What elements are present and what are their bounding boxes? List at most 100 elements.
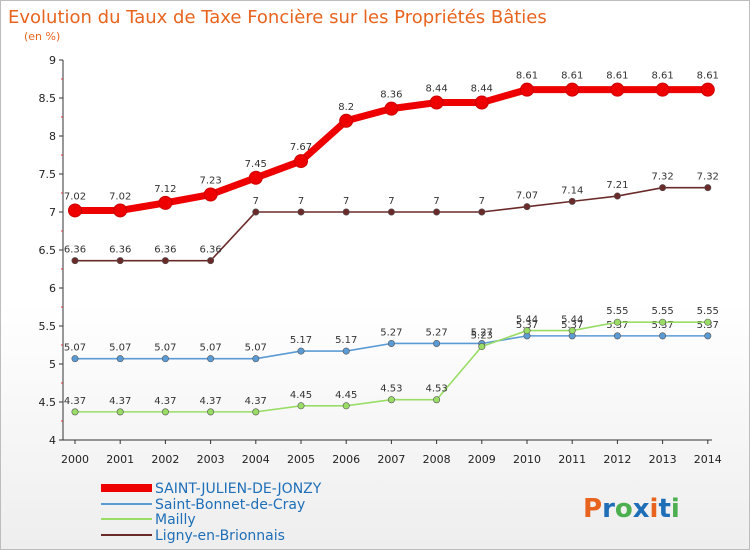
data-point bbox=[203, 187, 218, 202]
series-layer: 6.36 6.36 6.36 6.367 7 7 7 7 7 7.07 7.14 7.217.32 7.… bbox=[64, 71, 719, 416]
data-label: 5.17 bbox=[335, 335, 357, 346]
data-label: 8.44 bbox=[425, 84, 447, 95]
data-label: 6.36 bbox=[64, 245, 86, 256]
y-tick-label: 4 bbox=[49, 434, 56, 447]
data-label: 5.27 bbox=[425, 327, 447, 338]
data-label: 7.07 bbox=[516, 191, 538, 202]
logo-letter: x bbox=[633, 494, 650, 524]
data-label: 7.14 bbox=[561, 185, 583, 196]
data-label: 6.36 bbox=[154, 245, 176, 256]
legend-label: SAINT-JULIEN-DE-JONZY bbox=[155, 481, 322, 497]
y-tick-label: 9 bbox=[49, 54, 56, 67]
data-label: 7 bbox=[479, 196, 485, 207]
data-point bbox=[252, 208, 260, 216]
data-point bbox=[700, 82, 715, 97]
data-label: 4.45 bbox=[290, 390, 312, 401]
series-saint-julien-de-jonzy: 7.02 7.02 7.12 7.23 7.45 7.67 8.2 8.36 8.44 8.44 8… bbox=[64, 71, 719, 218]
data-point bbox=[339, 113, 354, 128]
legend: SAINT-JULIEN-DE-JONZYSaint-Bonnet-de-Cra… bbox=[101, 481, 322, 544]
data-point bbox=[387, 208, 395, 216]
logo-letter: o bbox=[615, 494, 633, 524]
data-label: 7.45 bbox=[245, 159, 267, 170]
data-point bbox=[613, 332, 621, 340]
data-label: 6.36 bbox=[109, 245, 131, 256]
logo-letter: i bbox=[650, 494, 659, 524]
y-tick-label: 4.5 bbox=[39, 396, 57, 409]
data-point bbox=[659, 318, 667, 326]
data-point bbox=[207, 257, 215, 265]
series-ligny-en-brionnais: 6.36 6.36 6.36 6.36 7 7 7 7 7 7 7.07 7.14 7.21 7.32 7.… bbox=[64, 172, 719, 265]
data-point bbox=[252, 355, 260, 363]
data-label: 7.02 bbox=[64, 191, 86, 202]
data-label: 5.23 bbox=[471, 331, 493, 342]
data-label: 5.27 bbox=[471, 327, 493, 338]
chart-title: Evolution du Taux de Taxe Foncière sur l… bbox=[8, 7, 547, 28]
y-tick-label: 7 bbox=[49, 206, 56, 219]
data-point bbox=[71, 257, 79, 265]
logo-letter: r bbox=[602, 494, 615, 524]
logo-letter: i bbox=[671, 494, 680, 524]
data-label: 5.07 bbox=[64, 343, 86, 354]
data-point bbox=[297, 208, 305, 216]
data-point bbox=[248, 170, 263, 185]
data-label: 7.67 bbox=[290, 142, 312, 153]
data-point bbox=[568, 197, 576, 205]
data-label: 8.44 bbox=[471, 84, 493, 95]
data-label: 5.07 bbox=[199, 343, 221, 354]
data-point bbox=[342, 208, 350, 216]
y-tick-label: 5.5 bbox=[39, 320, 57, 333]
data-point bbox=[474, 95, 489, 110]
data-label: 4.37 bbox=[64, 396, 86, 407]
data-point bbox=[704, 318, 712, 326]
x-tick-label: 2002 bbox=[151, 453, 179, 466]
data-point bbox=[294, 154, 308, 169]
y-tick-label: 5 bbox=[49, 358, 56, 371]
data-point bbox=[568, 327, 576, 335]
logo-letter: t bbox=[658, 494, 670, 524]
data-label: 4.53 bbox=[380, 384, 402, 395]
data-point bbox=[342, 402, 350, 410]
data-point bbox=[523, 203, 531, 211]
data-label: 5.07 bbox=[109, 343, 131, 354]
data-point bbox=[659, 332, 667, 340]
y-tick-label: 8.5 bbox=[39, 92, 57, 105]
data-label: 7 bbox=[253, 196, 259, 207]
data-label: 7.32 bbox=[651, 172, 673, 183]
data-label: 7 bbox=[388, 196, 394, 207]
data-point bbox=[704, 184, 712, 192]
data-point bbox=[207, 355, 215, 363]
data-label: 7 bbox=[433, 196, 439, 207]
data-label: 5.17 bbox=[290, 335, 312, 346]
x-tick-label: 2012 bbox=[603, 453, 631, 466]
data-label: 8.61 bbox=[516, 71, 538, 82]
x-tick-label: 2001 bbox=[106, 453, 134, 466]
data-label: 5.37 bbox=[516, 320, 538, 331]
x-tick-label: 2009 bbox=[468, 453, 496, 466]
y-tick-label: 8 bbox=[49, 130, 56, 143]
data-label: 4.53 bbox=[425, 384, 447, 395]
x-tick-label: 2000 bbox=[61, 453, 89, 466]
legend-label: Ligny-en-Brionnais bbox=[155, 528, 285, 544]
data-label: 8.61 bbox=[651, 71, 673, 82]
data-point bbox=[655, 82, 670, 97]
data-label: 4.37 bbox=[154, 396, 176, 407]
data-label: 5.44 bbox=[561, 315, 583, 326]
data-point bbox=[387, 339, 395, 347]
data-point bbox=[478, 208, 486, 216]
data-label: 5.07 bbox=[154, 343, 176, 354]
data-point bbox=[116, 257, 124, 265]
x-tick-label: 2006 bbox=[332, 453, 360, 466]
data-point bbox=[384, 101, 399, 116]
data-label: 7 bbox=[298, 196, 304, 207]
data-label: 5.55 bbox=[697, 306, 719, 317]
data-label: 4.37 bbox=[199, 396, 221, 407]
x-tick-label: 2003 bbox=[197, 453, 225, 466]
data-point bbox=[68, 203, 82, 218]
data-point bbox=[158, 195, 173, 210]
data-label: 7.21 bbox=[606, 180, 628, 191]
data-point bbox=[433, 339, 441, 347]
data-point bbox=[113, 203, 128, 218]
data-point bbox=[433, 396, 441, 404]
data-label: 7.23 bbox=[199, 176, 221, 187]
data-label: 5.37 bbox=[561, 320, 583, 331]
